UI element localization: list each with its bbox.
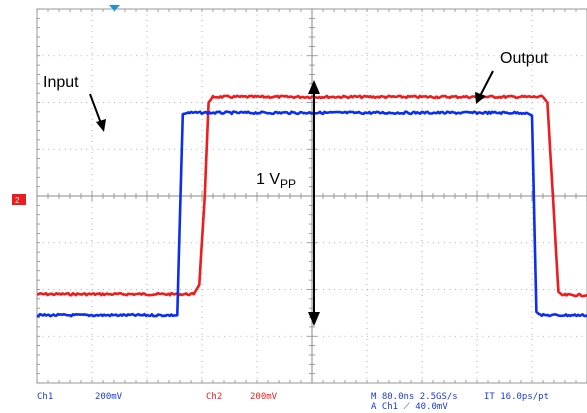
channel-2-ground-marker: 2 xyxy=(12,194,26,205)
output-arrowhead xyxy=(475,92,486,104)
input-label: Input xyxy=(43,74,79,91)
output-label: Output xyxy=(500,50,549,67)
svg-text:2: 2 xyxy=(15,196,20,205)
amplitude-arrow-bottom xyxy=(308,312,320,326)
ch2-label: Ch2 xyxy=(206,392,222,402)
traces xyxy=(36,94,587,318)
interpolation-setting: IT 16.0ps/pt xyxy=(484,392,549,402)
input-pointer-arrow xyxy=(89,93,103,127)
output-pointer-arrow xyxy=(478,70,494,99)
trigger-position-marker xyxy=(109,5,120,11)
ch1-label: Ch1 xyxy=(37,392,53,402)
input-trace xyxy=(36,110,587,318)
graticule xyxy=(36,8,587,384)
horizontal-setting: M 80.0ns 2.5GS/s xyxy=(371,392,458,402)
status-bar: Ch1 200mV Ch2 200mV M 80.0ns 2.5GS/s A C… xyxy=(37,392,549,412)
ch1-scale: 200mV xyxy=(95,392,123,402)
amplitude-label: 1 VPP xyxy=(256,171,296,191)
ch2-scale: 200mV xyxy=(250,392,278,402)
amplitude-arrow-top xyxy=(308,80,320,94)
trigger-setting: A Ch1 ⟋ 40.0mV xyxy=(371,402,448,412)
input-arrowhead xyxy=(96,119,106,132)
output-trace xyxy=(36,94,587,298)
